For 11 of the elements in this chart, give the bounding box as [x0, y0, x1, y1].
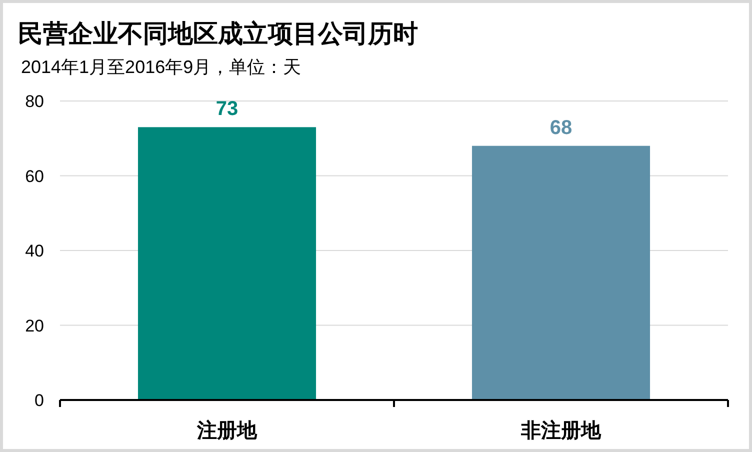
- data-label: 68: [550, 116, 572, 139]
- y-tick-label: 0: [34, 391, 44, 410]
- y-tick-label: 60: [25, 166, 44, 186]
- y-tick-label: 80: [25, 92, 44, 111]
- x-tick-label: 注册地: [196, 419, 258, 442]
- chart-subtitle: 2014年1月至2016年9月，单位：天: [21, 57, 302, 77]
- chart-title: 民营企业不同地区成立项目公司历时: [18, 20, 418, 48]
- y-tick-label: 40: [25, 242, 44, 260]
- x-tick-label: 非注册地: [520, 419, 602, 442]
- y-tick-label: 20: [25, 316, 44, 336]
- data-label: 73: [216, 98, 238, 120]
